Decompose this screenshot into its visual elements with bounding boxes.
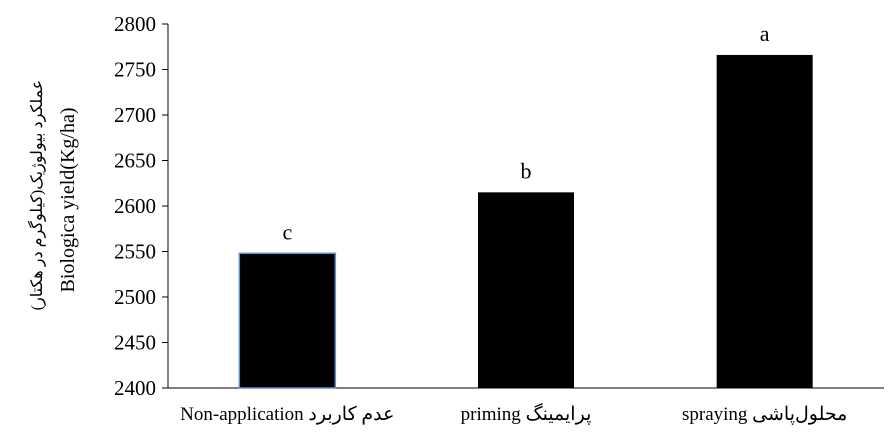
x-category-label: priming پرایمینگ <box>461 402 592 425</box>
bar-2 <box>478 192 574 388</box>
y-tick-label: 2650 <box>114 149 156 173</box>
bar-1 <box>238 252 337 389</box>
significance-letter: c <box>282 219 292 244</box>
y-axis-label-english: Biologica yield(Kg/ha) <box>57 108 79 293</box>
y-tick-label: 2450 <box>114 331 156 355</box>
y-tick-label: 2550 <box>114 240 156 264</box>
y-tick-label: 2800 <box>114 12 156 36</box>
x-category-label: spraying محلول‌پاشی <box>682 404 847 425</box>
y-tick-label: 2750 <box>114 58 156 82</box>
x-category-label: Non-application عدم کاربرد <box>180 404 394 425</box>
y-axis-label-persian: عملکرد بیولوژیک(کیلوگرم در هکتار) <box>27 80 46 311</box>
y-tick-label: 2700 <box>114 103 156 127</box>
y-tick-label: 2400 <box>114 376 156 400</box>
significance-letter: a <box>760 21 770 46</box>
y-tick-label: 2600 <box>114 194 156 218</box>
significance-labels: c b a <box>282 21 769 244</box>
y-axis: 2400 2450 2500 2550 2600 2650 2700 2750 2800 <box>114 12 169 400</box>
bars <box>238 54 813 389</box>
significance-letter: b <box>521 158 532 183</box>
y-tick-label: 2500 <box>114 285 156 309</box>
x-axis: Non-application عدم کاربرد priming پرایمی… <box>168 387 884 425</box>
bar-3 <box>716 54 813 388</box>
